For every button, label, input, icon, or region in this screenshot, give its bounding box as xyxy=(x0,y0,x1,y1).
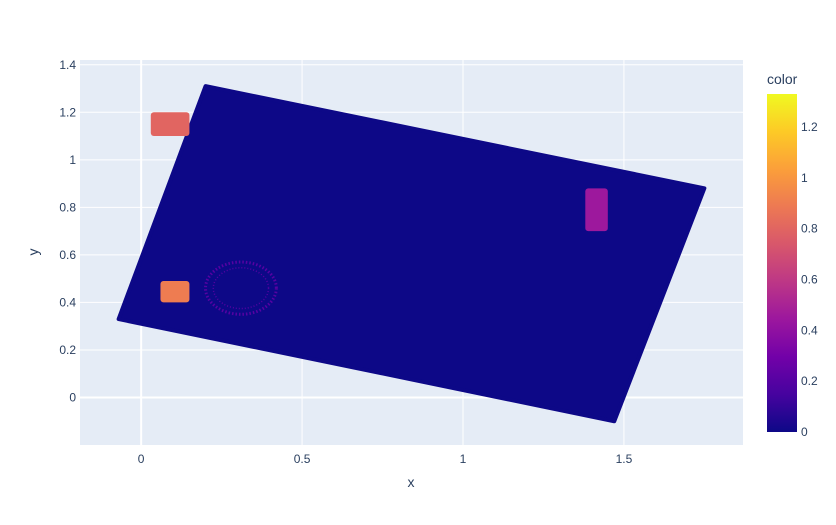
colorbar-tick-label: 0 xyxy=(801,425,808,439)
colorbar-tick-label: 0.4 xyxy=(801,323,818,337)
x-axis-title: x xyxy=(408,474,415,490)
upper-left-blob xyxy=(150,112,190,137)
colorbar xyxy=(767,94,797,432)
colorbar-tick-label: 0.8 xyxy=(801,222,818,236)
ring-inner xyxy=(212,267,270,310)
colorbar-tick-label: 0.6 xyxy=(801,273,818,287)
data-regions xyxy=(116,84,707,424)
main-rectangle xyxy=(116,84,707,424)
colorbar-tick-label: 1.2 xyxy=(801,120,818,134)
x-tick-label: 1 xyxy=(460,452,467,466)
colorbar-ticks: 0 0.2 0.4 0.6 0.8 1 1.2 xyxy=(801,120,818,439)
y-tick-label: 0.4 xyxy=(59,295,76,309)
y-tick-label: 0.2 xyxy=(59,343,76,357)
y-tick-label: 1 xyxy=(69,153,76,167)
colorbar-tick-label: 1 xyxy=(801,171,808,185)
x-tick-label: 1.5 xyxy=(616,452,633,466)
colorbar-title: color xyxy=(767,71,798,87)
y-tick-label: 0.8 xyxy=(59,200,76,214)
y-tick-label: 0 xyxy=(69,390,76,404)
right-bar xyxy=(585,188,608,232)
colorbar-tick-label: 0.2 xyxy=(801,374,818,388)
y-tick-label: 1.2 xyxy=(59,105,76,119)
small-square xyxy=(160,281,190,303)
ring xyxy=(204,260,278,316)
x-axis-ticks: 0 0.5 1 1.5 xyxy=(138,452,633,466)
y-axis-title: y xyxy=(25,249,41,256)
y-tick-label: 1.4 xyxy=(59,58,76,72)
x-tick-label: 0 xyxy=(138,452,145,466)
x-tick-label: 0.5 xyxy=(294,452,311,466)
y-axis-ticks: 0 0.2 0.4 0.6 0.8 1 1.2 1.4 xyxy=(59,58,76,405)
y-tick-label: 0.6 xyxy=(59,248,76,262)
